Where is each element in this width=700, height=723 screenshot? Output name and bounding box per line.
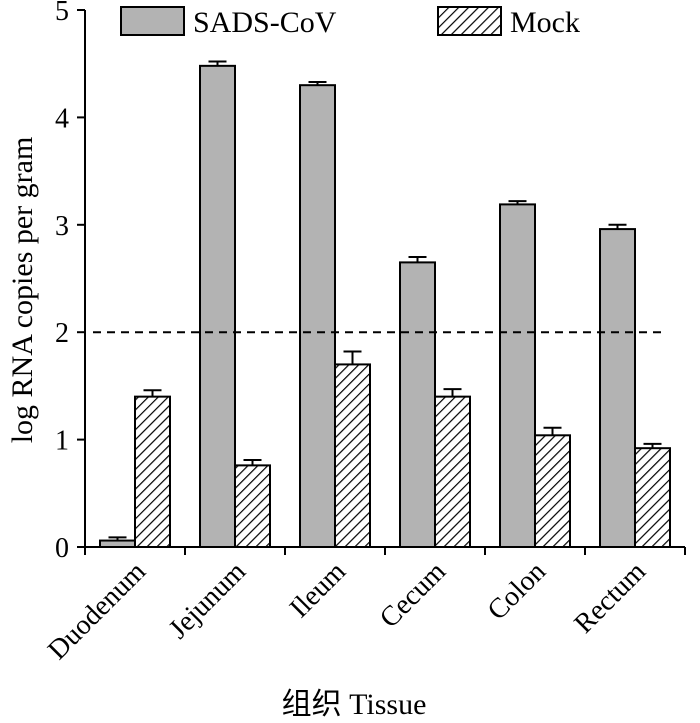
bar-sads-cov-rectum: [599, 228, 636, 548]
error-bar-sads-cov-rectum: [608, 223, 627, 230]
bar-sads-cov-ileum: [299, 84, 336, 549]
error-bar-mock-duodenum: [143, 389, 162, 397]
x-tick-label-duodenum: Duodenum: [42, 556, 152, 666]
error-bar-mock-jejunum: [243, 459, 262, 466]
bars-layer: [99, 60, 671, 549]
bar-mock-jejunum: [234, 464, 271, 549]
x-tick-label-ileum: Ileum: [284, 556, 352, 624]
legend-swatch-mock: [437, 6, 502, 36]
x-axis: Duodenum Jejunum Ileum Cecum Colon Rectum: [42, 546, 686, 666]
error-bar-mock-colon: [543, 426, 562, 436]
legend: SADS-CoV Mock: [120, 6, 580, 39]
y-tick-label: 1: [55, 426, 69, 457]
legend-label-sads-cov: SADS-CoV: [193, 6, 337, 39]
error-bar-mock-rectum: [643, 442, 662, 449]
legend-swatch-sads-cov: [120, 6, 185, 36]
x-axis-title: 组织 Tissue: [282, 688, 427, 721]
bar-mock-duodenum: [134, 395, 171, 549]
y-tick-label: 0: [55, 533, 69, 564]
bar-sads-cov-jejunum: [199, 64, 236, 549]
x-tick-label-cecum: Cecum: [374, 556, 452, 634]
bar-sads-cov-colon: [499, 203, 536, 548]
y-axis: 0 1 2 3 4 5: [55, 0, 86, 564]
y-tick-label: 5: [55, 0, 69, 27]
bar-mock-colon: [534, 434, 571, 548]
legend-label-mock: Mock: [510, 6, 580, 39]
error-bar-sads-cov-colon: [508, 200, 527, 205]
bar-sads-cov-cecum: [399, 261, 436, 548]
error-bar-sads-cov-jejunum: [208, 60, 227, 66]
error-bar-sads-cov-ileum: [308, 80, 327, 86]
x-tick-label-colon: Colon: [482, 556, 552, 626]
y-tick-label: 4: [55, 103, 69, 134]
bar-mock-rectum: [634, 447, 671, 548]
error-bar-mock-ileum: [343, 350, 362, 365]
y-axis-title: log RNA copies per gram: [6, 137, 39, 444]
x-tick-label-jejunum: Jejunum: [163, 556, 252, 645]
y-tick-label: 2: [55, 318, 69, 349]
bar-mock-ileum: [334, 363, 371, 549]
x-tick-label-rectum: Rectum: [568, 556, 652, 640]
error-bar-sads-cov-duodenum: [108, 536, 127, 541]
error-bar-sads-cov-cecum: [408, 256, 427, 263]
error-bar-mock-cecum: [443, 388, 462, 397]
bar-mock-cecum: [434, 395, 471, 549]
y-tick-label: 3: [55, 211, 69, 242]
